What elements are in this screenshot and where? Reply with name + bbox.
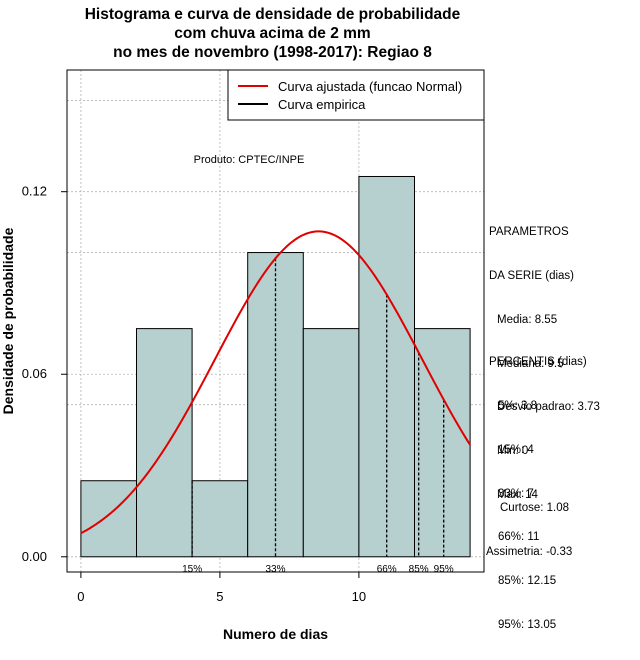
- parametros-desvio: Desvio padrao: 3.73: [497, 401, 600, 414]
- chart-title-line-2: com chuva acima de 2 mm: [174, 25, 371, 42]
- percentile-label-1: 33%: [265, 564, 285, 575]
- percentis-panel: PERCENTIS (dias) 5%: 3.8 15%: 4 33%: 7 6…: [489, 326, 587, 647]
- parametros-media: Media: 8.55: [497, 313, 558, 326]
- y-tick-label-0: 0.00: [22, 549, 47, 564]
- assimetria-value: Assimetria: -0.33: [486, 545, 573, 558]
- parametros-max: Max: 14: [497, 488, 538, 501]
- percentile-label-0: 15%: [182, 564, 202, 575]
- product-label: Produto: CPTEC/INPE: [194, 154, 305, 166]
- y-axis-label: Densidade de probabilidade: [0, 227, 16, 414]
- parametros-header-1: PARAMETROS: [489, 226, 569, 239]
- percentil-5: 5%: 3.8: [498, 399, 537, 412]
- x-axis-label: Numero de dias: [223, 626, 328, 642]
- legend-label-1: Curva empirica: [278, 97, 366, 112]
- histogram-bar-2: [191, 480, 249, 558]
- percentil-95: 95%: 13.05: [498, 618, 557, 631]
- y-tick-label-1: 0.06: [22, 366, 47, 381]
- shape-panel: Curtose: 1.08 Assimetria: -0.33: [486, 472, 572, 574]
- percentis-header: PERCENTIS (dias): [489, 356, 587, 369]
- percentile-label-2: 66%: [377, 564, 397, 575]
- percentil-33: 33%: 7: [498, 487, 534, 500]
- parametros-panel: PARAMETROS DA SERIE (dias) Media: 8.55 M…: [489, 196, 600, 517]
- legend-label-0: Curva ajustada (funcao Normal): [278, 79, 462, 94]
- legend-box: [227, 69, 485, 121]
- legend: Curva ajustada (funcao Normal) Curva empi…: [227, 69, 485, 121]
- histogram-bar-6: [414, 328, 471, 558]
- y-tick-label-2: 0.12: [22, 184, 47, 199]
- histogram-bar-0: [80, 480, 137, 558]
- curtose-value: Curtose: 1.08: [500, 502, 570, 515]
- percentile-label-4: 95%: [434, 564, 454, 575]
- percentil-66: 66%: 11: [498, 531, 540, 544]
- histogram-bar-4: [302, 328, 360, 558]
- parametros-min: Min: 0: [497, 445, 529, 458]
- x-tick-label-2: 10: [352, 589, 366, 604]
- percentil-15: 15%: 4: [498, 443, 534, 456]
- parametros-mediana: Mediana: 9.5: [497, 357, 564, 370]
- histogram-bar-1: [136, 328, 193, 558]
- x-tick-label-0: 0: [77, 589, 84, 604]
- chart-title-line-1: Histograma e curva de densidade de proba…: [84, 6, 461, 23]
- percentil-85: 85%: 12.15: [498, 575, 557, 588]
- normal-fit-curve: [80, 230, 471, 535]
- chart-title-line-3: no mes de novembro (1998-2017): Regiao 8: [113, 44, 432, 61]
- parametros-header-2: DA SERIE (dias): [489, 269, 574, 282]
- percentile-label-3: 85%: [409, 564, 429, 575]
- x-tick-label-1: 5: [216, 589, 223, 604]
